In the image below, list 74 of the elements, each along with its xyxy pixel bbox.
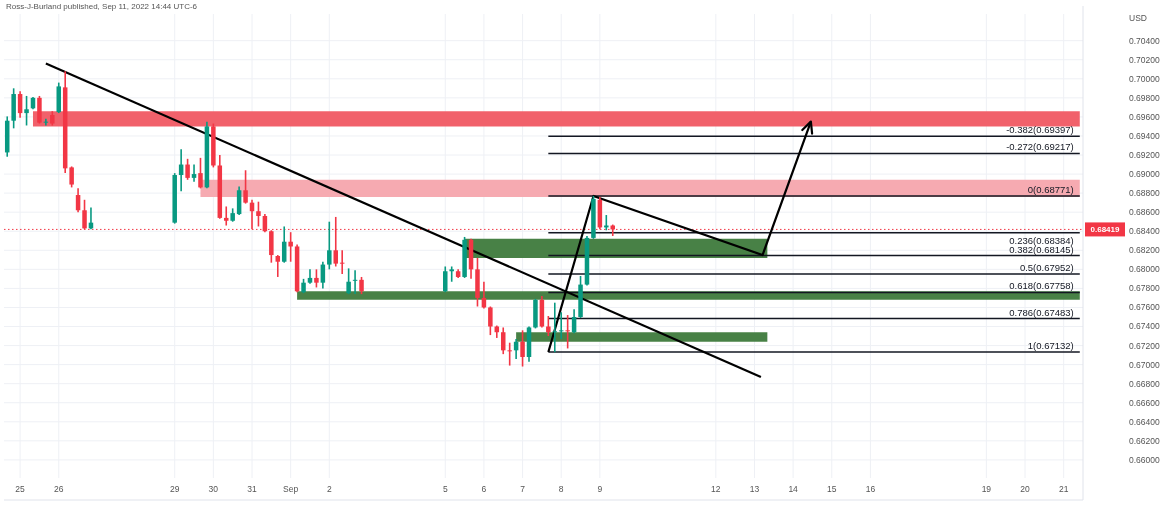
candlestick — [314, 268, 319, 289]
series-label: 1(0.67132) — [1027, 340, 1074, 352]
x-tick-label: 6 — [481, 484, 487, 494]
x-tick-label: 16 — [865, 484, 876, 494]
candlestick — [488, 305, 493, 336]
x-tick-label: 14 — [788, 484, 799, 494]
y-tick-label: 0.66600 — [1129, 397, 1160, 408]
candlestick — [243, 169, 248, 205]
x-tick-label: 7 — [520, 484, 526, 494]
candlestick — [236, 185, 242, 216]
candlestick — [443, 265, 448, 294]
x-tick-label: 9 — [597, 484, 603, 494]
y-tick-label: 0.69200 — [1129, 149, 1160, 160]
candlestick — [69, 165, 74, 189]
x-tick-label: 19 — [981, 484, 992, 494]
y-tick-label: 0.67000 — [1129, 359, 1160, 370]
y-tick-label: 0.69800 — [1129, 92, 1160, 103]
y-tick-label: 0.68600 — [1129, 207, 1160, 218]
candlestick — [507, 341, 512, 367]
x-tick-label: 30 — [208, 484, 219, 494]
candlestick — [223, 205, 229, 227]
candlestick — [565, 314, 570, 350]
x-tick-label: 12 — [711, 484, 721, 494]
x-tick-label: 13 — [749, 484, 760, 494]
candlestick — [191, 163, 197, 183]
y-tick-label: 0.69000 — [1129, 169, 1160, 180]
y-tick-label: 0.67600 — [1129, 302, 1160, 313]
x-tick-label: 21 — [1058, 484, 1069, 494]
candlestick — [24, 95, 29, 127]
candlestick — [449, 265, 454, 283]
x-tick-label: 8 — [558, 484, 564, 494]
x-tick-label: Sep — [283, 484, 299, 494]
series-label: -0.272(0.69217) — [1006, 141, 1074, 153]
series-label: 0.786(0.67483) — [1009, 306, 1074, 318]
y-tick-label: 0.68200 — [1129, 245, 1160, 256]
candlestick — [546, 315, 551, 337]
y-tick-label: 0.70400 — [1129, 35, 1160, 46]
candlestick — [275, 254, 281, 278]
y-tick-label: 0.68400 — [1129, 226, 1160, 237]
x-tick-label: 5 — [442, 484, 448, 494]
y-tick-label: 0.69600 — [1129, 111, 1160, 122]
x-tick-label: 20 — [1020, 484, 1031, 494]
y-tick-label: 0.68000 — [1129, 264, 1160, 275]
y-tick-label: 0.68800 — [1129, 188, 1160, 199]
y-tick-label: 0.69400 — [1129, 130, 1160, 141]
y-tick-label: 0.70000 — [1129, 73, 1160, 84]
x-tick-label: 31 — [247, 484, 257, 494]
y-tick-label: 0.67400 — [1129, 321, 1160, 332]
candlestick — [346, 267, 351, 295]
x-tick-label: 29 — [169, 484, 180, 494]
x-tick-label: 26 — [54, 484, 64, 494]
candlestick — [327, 220, 332, 271]
candlestick — [198, 157, 203, 190]
y-tick-label: 0.67800 — [1129, 283, 1160, 294]
y-tick-label: 0.70200 — [1129, 54, 1160, 65]
series-label: 0.618(0.67758) — [1009, 280, 1074, 292]
candlestick — [288, 231, 293, 263]
y-axis-title: USD — [1129, 13, 1147, 23]
candlestick — [520, 329, 525, 368]
ref-line-label: 0.68419 — [1090, 225, 1121, 235]
x-tick-label: 15 — [827, 484, 837, 494]
y-tick-label: 0.67200 — [1129, 340, 1160, 351]
series-label: 0(0.68771) — [1027, 183, 1074, 195]
candlestick — [256, 200, 261, 228]
y-tick-label: 0.66000 — [1129, 454, 1160, 465]
y-tick-label: 0.66200 — [1129, 435, 1160, 446]
y-tick-label: 0.66800 — [1129, 378, 1160, 389]
series-label: -0.382(0.69397) — [1006, 124, 1074, 136]
chart-title: Ross-J-Burland published, Sep 11, 2022 14:44 UTC-6 — [6, 2, 198, 11]
x-tick-label: 2 — [326, 484, 332, 494]
x-tick-label: 25 — [15, 484, 26, 494]
y-tick-label: 0.66400 — [1129, 416, 1160, 427]
candlestick — [185, 158, 190, 181]
series-label: 0.5(0.67952) — [1019, 261, 1074, 273]
